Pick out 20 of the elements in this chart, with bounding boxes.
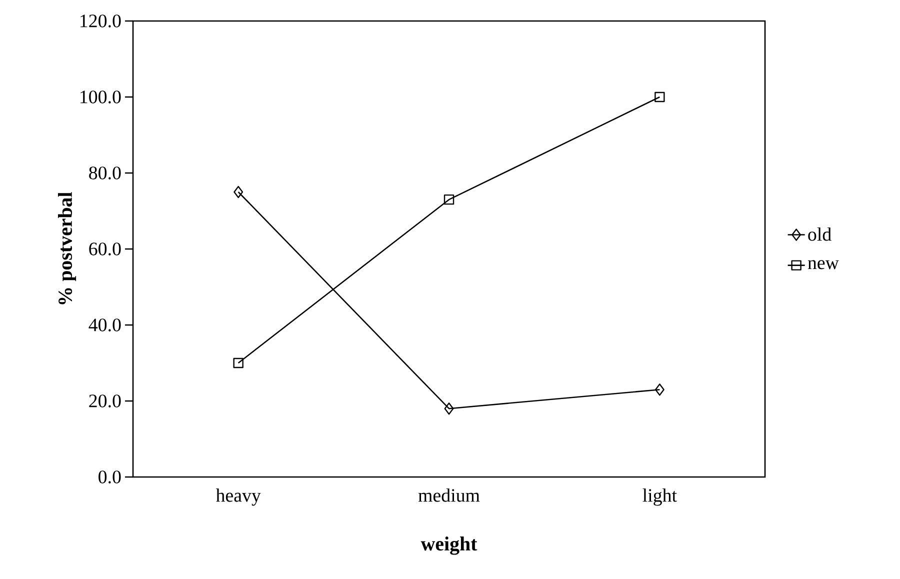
y-tick-label: 60.0 <box>89 242 121 256</box>
legend-label: new <box>808 260 839 270</box>
y-axis-title: % postverbal <box>58 192 76 304</box>
legend-label: old <box>808 227 832 241</box>
y-tick-label: 20.0 <box>89 394 121 408</box>
x-tick-label: heavy <box>216 488 261 506</box>
y-tick-label: 0.0 <box>98 470 121 484</box>
point <box>654 383 664 396</box>
y-tick-label: 100.0 <box>80 90 121 104</box>
x-axis-title: weight <box>420 536 478 555</box>
x-tick-label: medium <box>418 488 480 502</box>
point <box>654 92 665 102</box>
point <box>444 194 454 205</box>
point <box>233 358 244 368</box>
y-tick-label: 120.0 <box>80 14 121 28</box>
y-tick-label: 80.0 <box>89 166 121 180</box>
point <box>234 186 244 198</box>
x-tick-label: light <box>642 488 677 506</box>
point <box>444 402 454 415</box>
y-tick-label: 40.0 <box>88 318 121 332</box>
